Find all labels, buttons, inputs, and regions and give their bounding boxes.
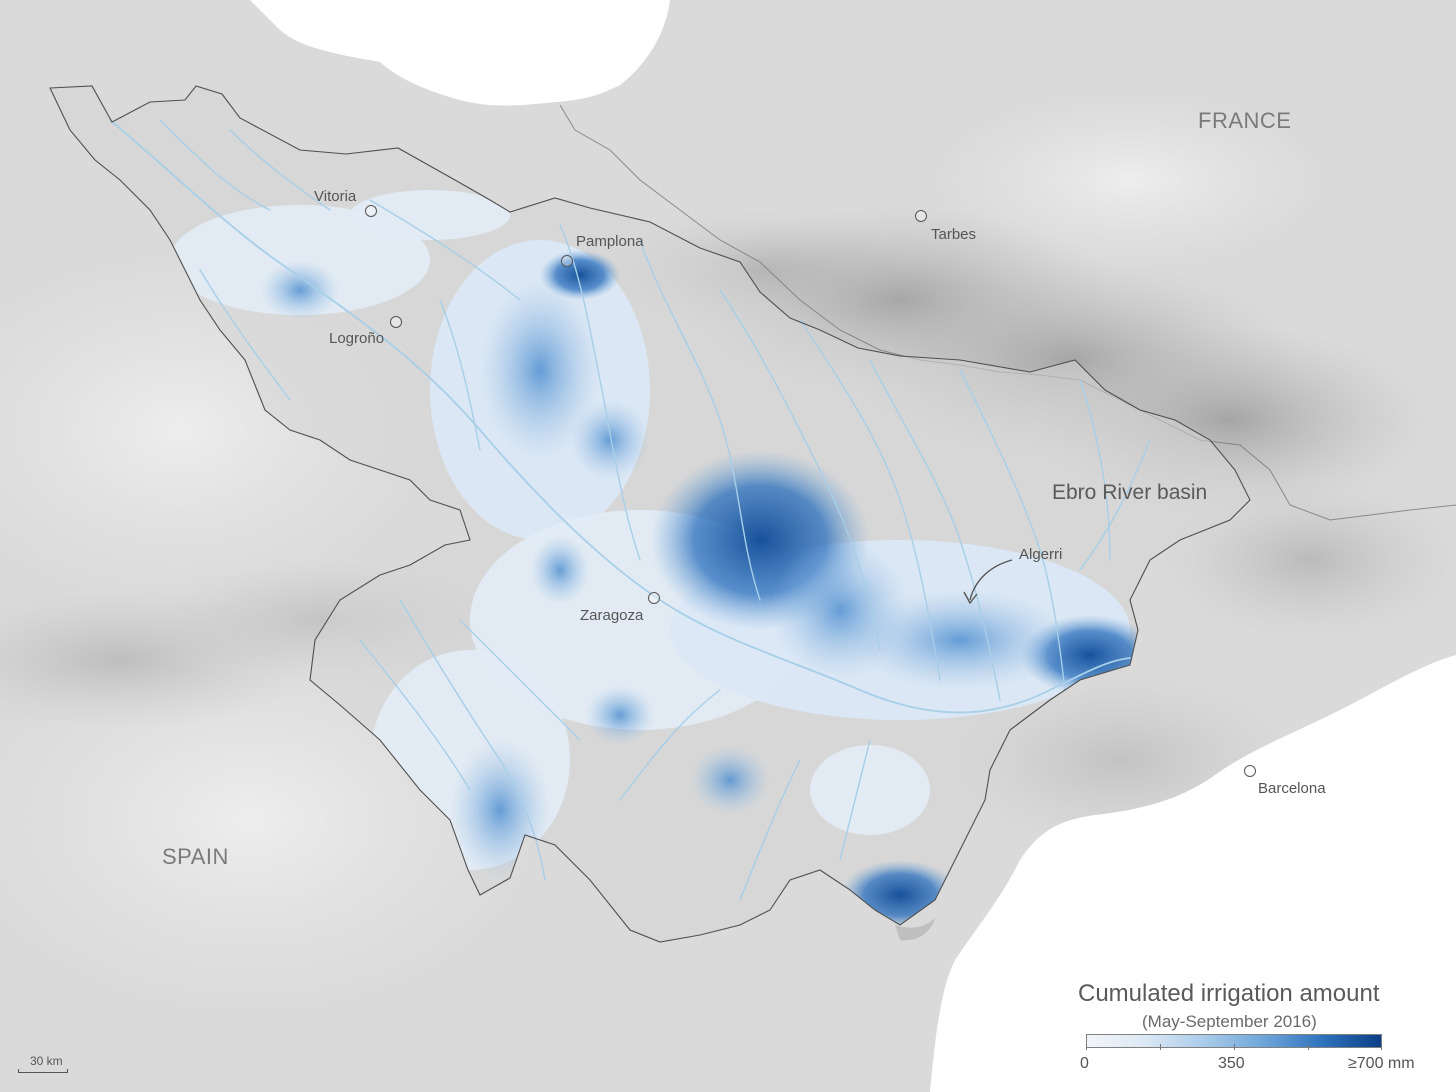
country-label-france: FRANCE [1198,108,1292,133]
legend: Cumulated irrigation amount (May-Septemb… [1064,976,1415,1086]
legend-max-label: ≥700 mm [1348,1055,1415,1072]
moderate-irrigation [585,685,655,745]
scale-label: 30 km [30,1054,63,1068]
city-label-tarbes: Tarbes [931,226,977,243]
moderate-irrigation [770,540,910,680]
moderate-irrigation [690,745,770,815]
legend-tick [1086,1044,1087,1050]
city-label-zaragoza: Zaragoza [580,607,644,624]
legend-mid-label: 350 [1218,1055,1245,1072]
legend-title: Cumulated irrigation amount [1078,980,1380,1007]
basin-outline [49,85,1251,943]
irrigated-area [350,190,510,240]
irrigated-area [810,745,930,835]
legend-subtitle: (May-September 2016) [1142,1012,1317,1031]
bay-of-biscay [250,0,670,106]
legend-min-label: 0 [1080,1055,1089,1072]
arrow-head-icon [963,591,978,605]
legend-tick [1160,1044,1161,1050]
city-label-algerri: Algerri [1019,546,1063,563]
moderate-irrigation [480,280,600,460]
city-circle-icon [915,210,927,222]
city-circle-icon [390,316,402,328]
irrigation-layer [50,86,1250,942]
moderate-irrigation [260,260,340,320]
city-label-barcelona: Barcelona [1258,780,1326,797]
legend-tick [1308,1044,1309,1050]
curved-arrow-icon [969,559,1013,601]
city-label-logrono: Logroño [329,330,385,347]
city-label-vitoria: Vitoria [314,188,357,205]
country-label-spain: SPAIN [162,844,229,869]
moderate-irrigation [570,400,650,480]
city-label-pamplona: Pamplona [576,233,644,250]
basin-label: Ebro River basin [1052,481,1208,504]
mediterranean-sea [930,655,1456,1092]
city-circle-icon [1244,765,1256,777]
moderate-irrigation [530,535,590,605]
ebro-delta [895,918,935,941]
scale-line [18,1069,68,1073]
legend-tick [1381,1044,1382,1050]
river-network [109,119,1151,901]
france-lowland [930,90,1330,270]
city-circle-icon [648,592,660,604]
city-circle-icon [561,255,573,267]
coastal-relief [1160,480,1456,640]
scale-bar: 30 km [18,1054,70,1074]
city-circle-icon [365,205,377,217]
legend-tick [1234,1044,1235,1050]
